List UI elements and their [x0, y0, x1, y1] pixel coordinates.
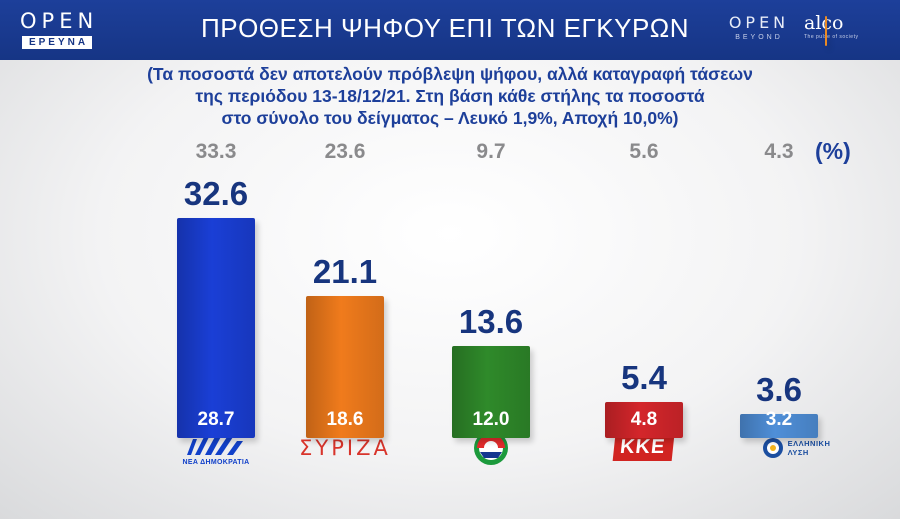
open-logo-word: OPEN [20, 9, 99, 33]
bar-2 [306, 295, 384, 438]
value-label-3: 13.6 [458, 303, 524, 341]
sample-value-label-4: 4.8 [630, 409, 658, 430]
beyond-logo-sub: BEYOND [735, 34, 783, 41]
kke-box: ΚΚΕ [613, 435, 675, 461]
party-logo-pasok [431, 428, 551, 468]
unit-label: (%) [815, 138, 851, 164]
header-bar: OPEN ΕΡΕΥΝΑ ΠΡΟΘΕΣΗ ΨΗΦΟΥ ΕΠΙ ΤΩΝ ΕΓΚΥΡΩ… [0, 0, 900, 60]
syriza-label: ΣΥΡΙΖΑ [299, 436, 391, 460]
party-logo-syriza: ΣΥΡΙΖΑ [285, 428, 405, 468]
bar-4 [605, 401, 683, 438]
kke-label: ΚΚΕ [619, 436, 667, 458]
bar-1 [177, 217, 255, 438]
alco-logo-sub: The pulse of society [804, 34, 859, 40]
reference-value-label-4: 5.6 [629, 140, 659, 163]
alco-accent-bar [825, 16, 827, 46]
value-label-1: 32.6 [183, 174, 249, 212]
bar-5 [740, 413, 818, 438]
party-logo-elliniki-lysi: ΕΛΛΗΝΙΚΗ ΛΥΣΗ [736, 428, 856, 468]
nd-mark-icon [186, 432, 243, 455]
reference-value-label-2: 23.6 [324, 140, 366, 163]
pasok-sun-icon [474, 431, 508, 465]
reference-value-label-3: 9.7 [476, 140, 506, 163]
open-beyond-logo: OPEN BEYOND [724, 13, 794, 42]
elliniki-lysi-emblem-icon [762, 438, 783, 458]
bar-3 [452, 346, 530, 438]
party-logo-nd: ΝΕΑ ΔΗΜΟΚΡΑΤΙΑ [156, 428, 276, 468]
page-title: ΠΡΟΘΕΣΗ ΨΗΦΟΥ ΕΠΙ ΤΩΝ ΕΓΚΥΡΩΝ [200, 13, 690, 43]
beyond-logo-word: OPEN [728, 13, 790, 32]
alco-logo: alco The pulse of society [804, 12, 874, 46]
elliniki-lysi-label-1: ΕΛΛΗΝΙΚΗ [787, 439, 831, 448]
note-line-1: (Τα ποσοστά δεν αποτελούν πρόβλεψη ψήφου… [147, 64, 753, 84]
value-label-2: 21.1 [312, 252, 378, 290]
sample-value-label-1: 28.7 [197, 409, 235, 430]
sample-value-label-3: 12.0 [472, 409, 510, 430]
methodology-note: (Τα ποσοστά δεν αποτελούν πρόβλεψη ψήφου… [20, 63, 880, 129]
value-label-5: 3.6 [756, 370, 802, 408]
note-line-2: της περιόδου 13-18/12/21. Στη βάση κάθε … [195, 86, 705, 106]
nd-label: ΝΕΑ ΔΗΜΟΚΡΑΤΙΑ [182, 458, 250, 466]
reference-value-label-5: 4.3 [764, 140, 794, 163]
elliniki-lysi-label-2: ΛΥΣΗ [787, 448, 809, 457]
open-ereuna-logo: OPEN ΕΡΕΥΝΑ [20, 10, 94, 50]
sample-value-label-2: 18.6 [326, 409, 364, 430]
note-line-3: στο σύνολο του δείγματος – Λευκό 1,9%, Α… [221, 108, 679, 128]
value-label-4: 5.4 [621, 358, 667, 396]
reference-value-label-1: 33.3 [195, 140, 237, 163]
open-logo-sub: ΕΡΕΥΝΑ [21, 36, 93, 49]
alco-logo-word: alco [804, 12, 844, 34]
sample-value-label-5: 3.2 [765, 409, 793, 430]
